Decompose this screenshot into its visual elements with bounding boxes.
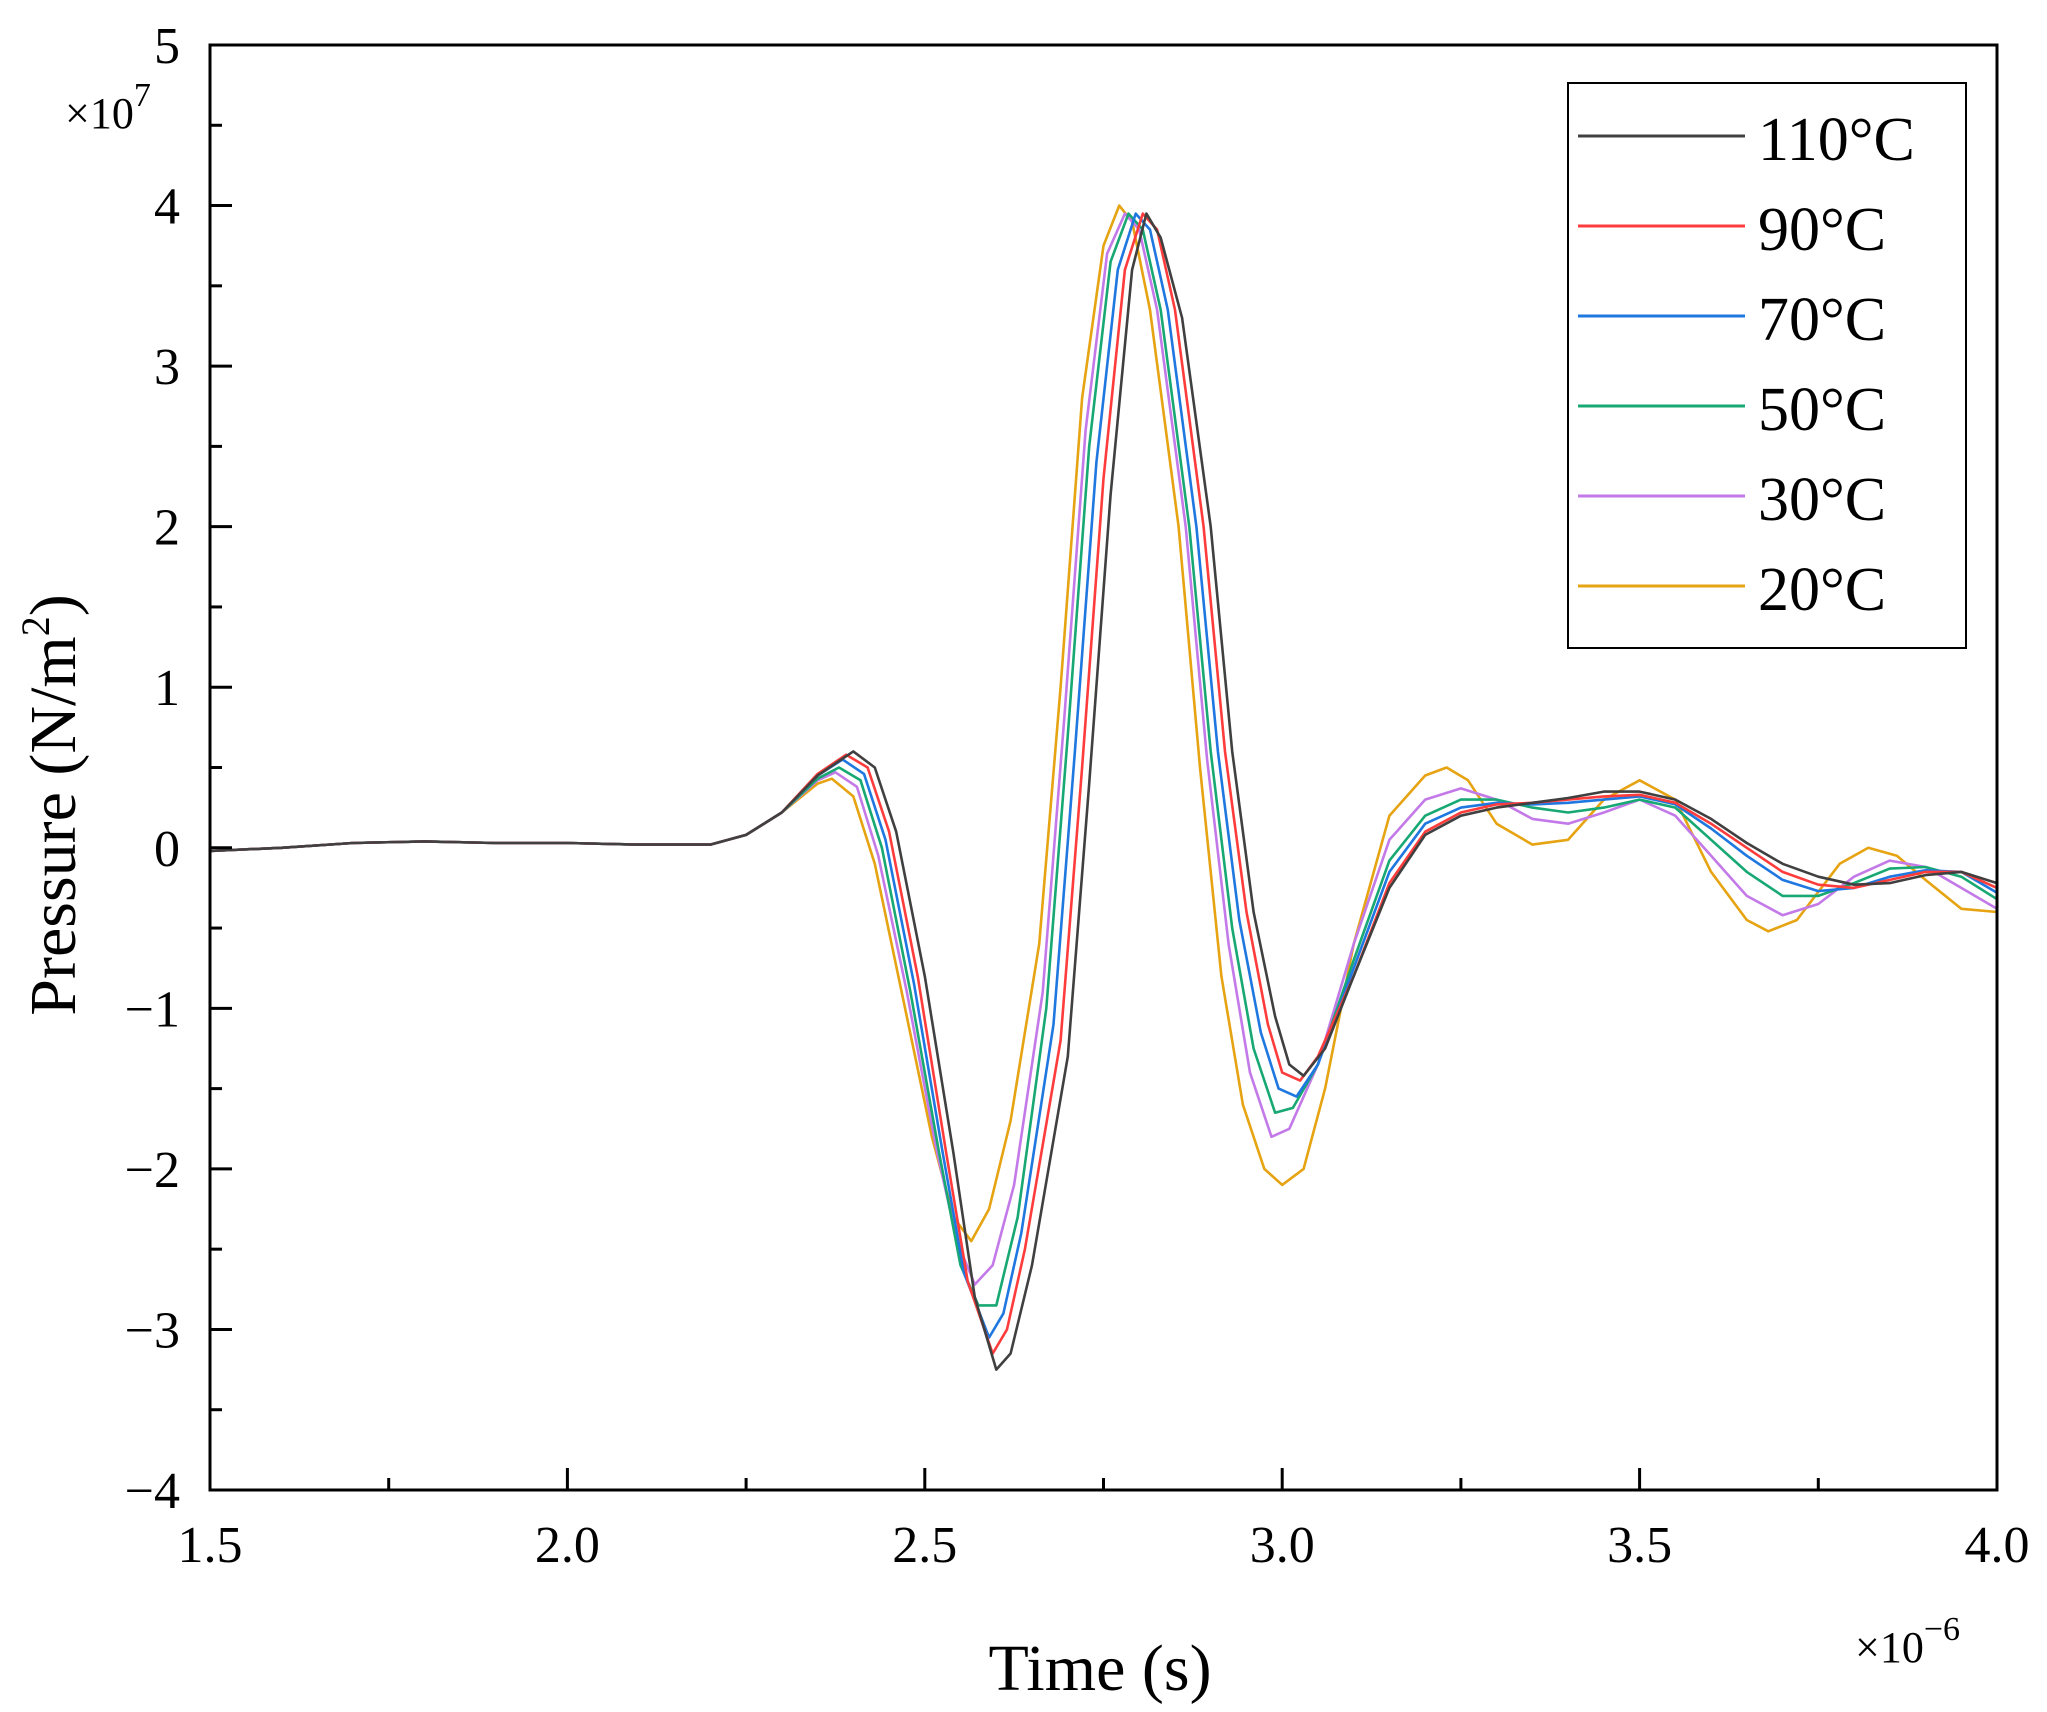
y-tick-label: 4	[154, 179, 180, 236]
legend-label: 70°C	[1758, 286, 1886, 354]
x-tick-label: 2.0	[535, 1517, 600, 1574]
y-tick-label: 5	[154, 18, 180, 75]
legend-label: 90°C	[1758, 196, 1886, 264]
y-tick-label: −2	[125, 1142, 180, 1199]
y-tick-label: −4	[125, 1463, 180, 1520]
x-axis-title: Time (s)	[988, 1632, 1211, 1705]
legend-label: 20°C	[1758, 556, 1886, 624]
y-axis-title-close: )	[17, 594, 90, 616]
y-axis-title: Pressure (N/m2)	[13, 594, 90, 1015]
x-tick-label: 1.5	[178, 1517, 243, 1574]
y-tick-label: 3	[154, 339, 180, 396]
y-axis-title-main: Pressure (N/m	[17, 636, 90, 1015]
y-tick-label: −3	[125, 1302, 180, 1359]
y-tick-label: 0	[154, 821, 180, 878]
y-tick-label: −1	[125, 981, 180, 1038]
x-tick-label: 3.5	[1607, 1517, 1672, 1574]
legend: 110°C 90°C 70°C 50°C 30°C 20°C	[1567, 82, 1967, 649]
y-axis-title-superscript: 2	[13, 616, 58, 636]
y-tick-label: 2	[154, 500, 180, 557]
series-layer	[209, 204, 1998, 1371]
y-tick-label: 1	[154, 660, 180, 717]
legend-box	[1567, 82, 1967, 649]
x-tick-label: 4.0	[1965, 1517, 2030, 1574]
series-line-110CC	[209, 212, 1998, 1371]
legend-label: 110°C	[1758, 106, 1915, 174]
legend-label: 30°C	[1758, 466, 1886, 534]
legend-label: 50°C	[1758, 376, 1886, 444]
y-axis-multiplier: ×107	[65, 77, 151, 138]
x-tick-label: 3.0	[1250, 1517, 1315, 1574]
x-tick-label: 2.5	[892, 1517, 957, 1574]
x-axis-multiplier: ×10−6	[1855, 1611, 1960, 1672]
x-axis-ticks: 1.5 2.0 2.5 3.0 3.5 4.0	[178, 1468, 2030, 1574]
y-axis-ticks: −4 −3 −2 −1 0 1 2 3 4 5	[125, 18, 232, 1520]
